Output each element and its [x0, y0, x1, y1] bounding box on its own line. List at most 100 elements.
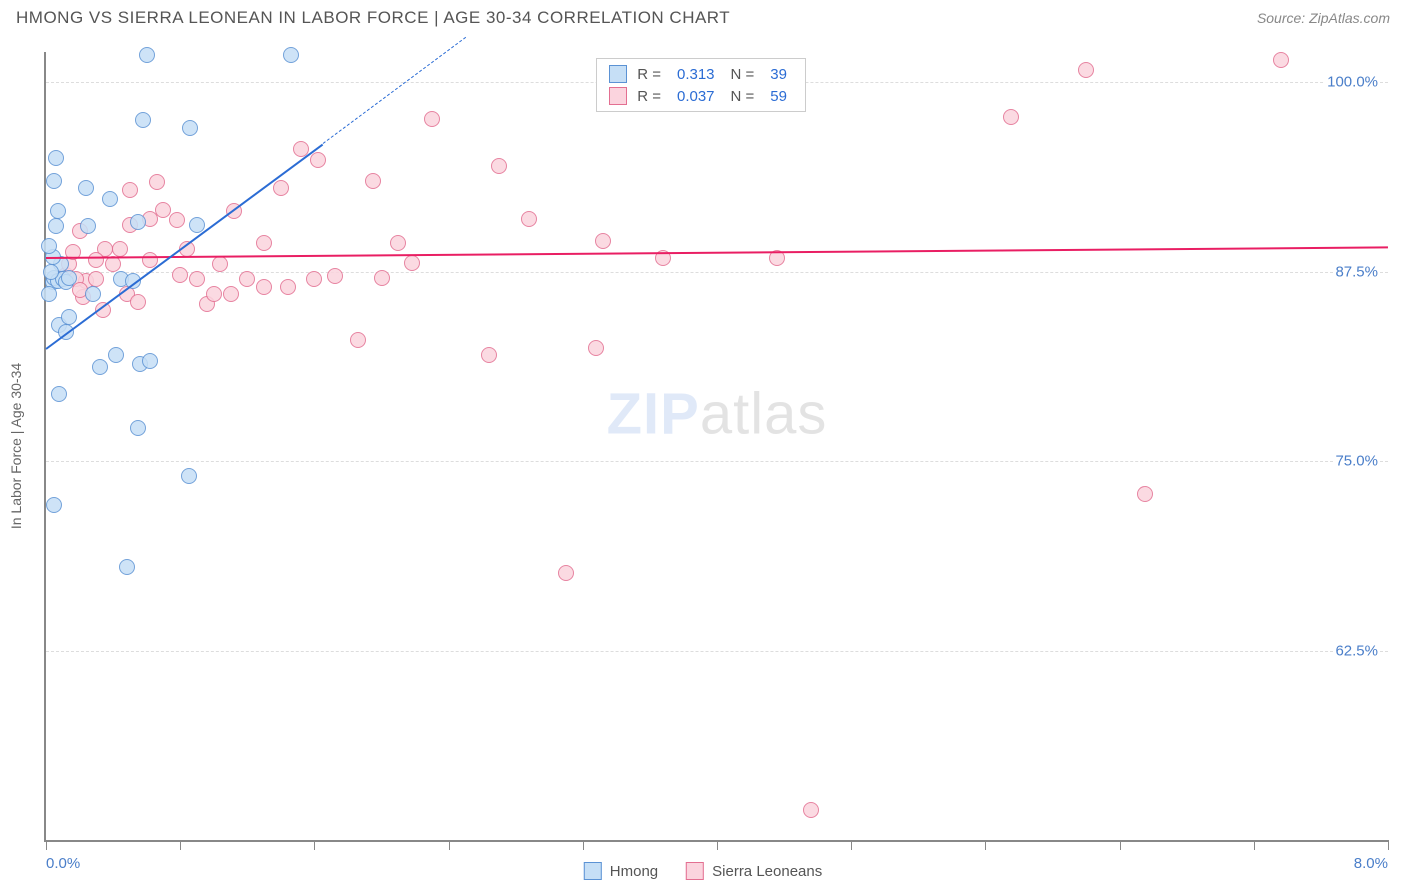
r-value: 0.037 — [677, 88, 715, 105]
x-tick — [1120, 840, 1121, 850]
y-axis-title: In Labor Force | Age 30-34 — [8, 363, 24, 529]
sierra-point — [112, 241, 128, 257]
y-tick-label: 62.5% — [1333, 642, 1380, 659]
n-value: 39 — [770, 66, 787, 83]
legend-row-sierra: R = 0.037 N = 59 — [609, 85, 793, 107]
x-tick — [985, 840, 986, 850]
sierra-point — [491, 158, 507, 174]
sierra-point — [588, 340, 604, 356]
sierra-point — [149, 174, 165, 190]
sierra-point — [424, 111, 440, 127]
x-min-label: 0.0% — [46, 855, 80, 872]
sierra-point — [350, 332, 366, 348]
x-tick — [583, 840, 584, 850]
sierra-point — [1003, 109, 1019, 125]
hmong-point — [80, 218, 96, 234]
swatch-sierra — [686, 862, 704, 880]
hmong-point — [135, 112, 151, 128]
x-tick — [449, 840, 450, 850]
hmong-point — [108, 347, 124, 363]
r-value: 0.313 — [677, 66, 715, 83]
hmong-point — [142, 353, 158, 369]
hmong-point — [41, 286, 57, 302]
sierra-point — [256, 279, 272, 295]
hmong-point — [85, 286, 101, 302]
y-tick-label: 75.0% — [1333, 453, 1380, 470]
plot-area: 62.5%75.0%87.5%100.0%0.0%8.0% — [46, 52, 1388, 840]
sierra-point — [88, 252, 104, 268]
series-legend: Hmong Sierra Leoneans — [584, 862, 822, 880]
hmong-point — [130, 214, 146, 230]
sierra-point — [306, 271, 322, 287]
sierra-point — [122, 182, 138, 198]
trend-hmong-extrap — [322, 37, 465, 144]
swatch-hmong — [584, 862, 602, 880]
swatch-hmong — [609, 65, 627, 83]
legend-item-sierra: Sierra Leoneans — [686, 862, 822, 880]
hmong-point — [181, 468, 197, 484]
x-tick — [717, 840, 718, 850]
hmong-point — [130, 420, 146, 436]
x-tick — [851, 840, 852, 850]
sierra-point — [239, 271, 255, 287]
hmong-point — [119, 559, 135, 575]
hmong-point — [48, 150, 64, 166]
sierra-point — [803, 802, 819, 818]
hmong-point — [51, 386, 67, 402]
hmong-point — [46, 173, 62, 189]
hmong-point — [139, 47, 155, 63]
hmong-point — [283, 47, 299, 63]
sierra-point — [88, 271, 104, 287]
swatch-sierra — [609, 87, 627, 105]
hmong-point — [102, 191, 118, 207]
sierra-point — [558, 565, 574, 581]
sierra-point — [390, 235, 406, 251]
sierra-point — [169, 212, 185, 228]
hmong-point — [92, 359, 108, 375]
hmong-point — [61, 309, 77, 325]
sierra-point — [105, 256, 121, 272]
x-tick — [1254, 840, 1255, 850]
sierra-point — [481, 347, 497, 363]
hmong-point — [41, 238, 57, 254]
sierra-point — [327, 268, 343, 284]
y-tick-label: 87.5% — [1333, 263, 1380, 280]
sierra-point — [374, 270, 390, 286]
sierra-point — [223, 286, 239, 302]
hmong-point — [46, 497, 62, 513]
sierra-point — [404, 255, 420, 271]
y-tick-label: 100.0% — [1325, 74, 1380, 91]
sierra-point — [256, 235, 272, 251]
r-label: R = — [637, 88, 661, 105]
legend-row-hmong: R = 0.313 N = 39 — [609, 63, 793, 85]
n-label: N = — [731, 88, 755, 105]
sierra-point — [280, 279, 296, 295]
scatter-chart: In Labor Force | Age 30-34 ZIPatlas 62.5… — [44, 52, 1388, 842]
legend-label: Sierra Leoneans — [712, 863, 822, 880]
x-tick — [180, 840, 181, 850]
hmong-point — [61, 270, 77, 286]
sierra-point — [1273, 52, 1289, 68]
chart-title: HMONG VS SIERRA LEONEAN IN LABOR FORCE |… — [16, 8, 730, 28]
gridline — [46, 651, 1388, 652]
sierra-point — [521, 211, 537, 227]
sierra-point — [189, 271, 205, 287]
legend-label: Hmong — [610, 863, 658, 880]
legend-item-hmong: Hmong — [584, 862, 658, 880]
sierra-point — [172, 267, 188, 283]
sierra-point — [595, 233, 611, 249]
chart-header: HMONG VS SIERRA LEONEAN IN LABOR FORCE |… — [0, 0, 1406, 32]
x-max-label: 8.0% — [1354, 855, 1388, 872]
sierra-point — [310, 152, 326, 168]
x-tick — [314, 840, 315, 850]
hmong-point — [182, 120, 198, 136]
sierra-point — [365, 173, 381, 189]
n-value: 59 — [770, 88, 787, 105]
hmong-point — [43, 264, 59, 280]
gridline — [46, 461, 1388, 462]
hmong-point — [48, 218, 64, 234]
x-tick — [46, 840, 47, 850]
sierra-point — [206, 286, 222, 302]
trend-hmong — [45, 143, 323, 349]
r-label: R = — [637, 66, 661, 83]
